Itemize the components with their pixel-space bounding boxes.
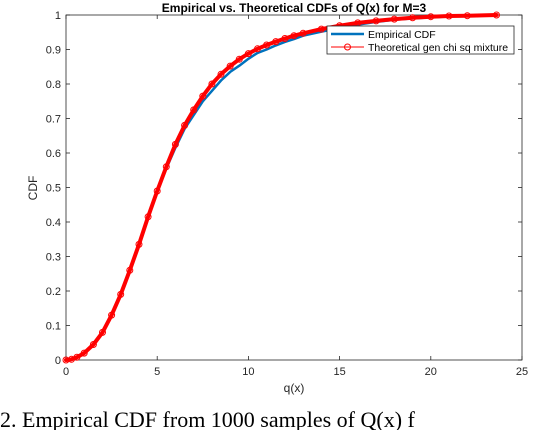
x-tick-label: 5 xyxy=(154,366,160,378)
legend-label-empirical: Empirical CDF xyxy=(368,29,436,41)
theoretical-point xyxy=(171,140,179,148)
y-tick-label: 0.1 xyxy=(46,321,61,333)
theoretical-point xyxy=(126,266,134,274)
y-tick-label: 0.2 xyxy=(46,286,61,298)
theoretical-point xyxy=(409,14,417,22)
y-tick-label: 0.5 xyxy=(46,183,61,195)
theoretical-point xyxy=(427,13,435,21)
theoretical-point xyxy=(272,38,280,46)
y-tick-label: 0.3 xyxy=(46,252,61,264)
theoretical-point xyxy=(199,92,207,100)
theoretical-point xyxy=(299,29,307,37)
theoretical-point xyxy=(244,50,252,58)
theoretical-point xyxy=(181,121,189,129)
legend-marker-theoretical xyxy=(344,43,351,51)
theoretical-point xyxy=(290,32,298,40)
x-tick-label: 20 xyxy=(425,366,437,378)
y-axis-title: CDF xyxy=(26,176,40,201)
y-tick-label: 0.6 xyxy=(46,148,61,160)
legend-label-theoretical: Theoretical gen chi sq mixture xyxy=(368,42,508,54)
theoretical-point xyxy=(89,341,97,348)
theoretical-point xyxy=(372,17,380,25)
theoretical-point xyxy=(73,353,81,361)
theoretical-point xyxy=(80,349,88,357)
chart-title: Empirical vs. Theoretical CDFs of Q(x) f… xyxy=(162,1,427,15)
axis-tick-labels: 0 5 10 15 20 25 0 0.1 0.2 0.3 0.4 0.5 0.6 0.7 0.8 0.9 1 xyxy=(46,10,528,378)
theoretical-point xyxy=(108,311,116,319)
series-layer xyxy=(62,11,500,364)
y-tick-label: 0.4 xyxy=(46,217,61,229)
y-tick-label: 0.7 xyxy=(46,114,61,126)
theoretical-point xyxy=(235,55,243,63)
theoretical-point xyxy=(463,12,471,20)
theoretical-point xyxy=(390,15,398,23)
x-tick-label: 15 xyxy=(333,366,345,378)
theoretical-point xyxy=(135,240,143,248)
theoretical-point xyxy=(190,106,198,114)
theoretical-point xyxy=(263,41,271,49)
y-tick-label: 0.8 xyxy=(46,79,61,91)
theoretical-point xyxy=(493,11,500,19)
theoretical-point xyxy=(99,328,106,336)
legend-box xyxy=(326,25,515,55)
x-tick-label: 25 xyxy=(516,366,528,378)
legend: Empirical CDF Theoretical gen chi sq mix… xyxy=(326,25,515,55)
x-axis-title: q(x) xyxy=(284,381,305,395)
y-tick-label: 0.9 xyxy=(46,45,61,57)
theoretical-point xyxy=(153,187,161,195)
plot-area xyxy=(65,14,523,361)
theoretical-point xyxy=(208,80,216,88)
theoretical-point xyxy=(254,45,261,53)
y-tick-label: 0 xyxy=(55,355,61,367)
theoretical-point xyxy=(226,62,234,70)
y-tick-label: 1 xyxy=(55,10,61,22)
x-tick-label: 10 xyxy=(242,366,254,378)
theoretical-point xyxy=(144,213,152,221)
figure-caption: 2. Empirical CDF from 1000 samples of Q(… xyxy=(0,410,415,430)
theoretical-point xyxy=(317,25,325,33)
theoretical-point xyxy=(445,12,453,20)
theoretical-point xyxy=(162,163,170,171)
theoretical-point xyxy=(117,290,125,298)
theoretical-point xyxy=(281,35,289,42)
x-tick-label: 0 xyxy=(63,366,69,378)
theoretical-point xyxy=(217,70,225,78)
